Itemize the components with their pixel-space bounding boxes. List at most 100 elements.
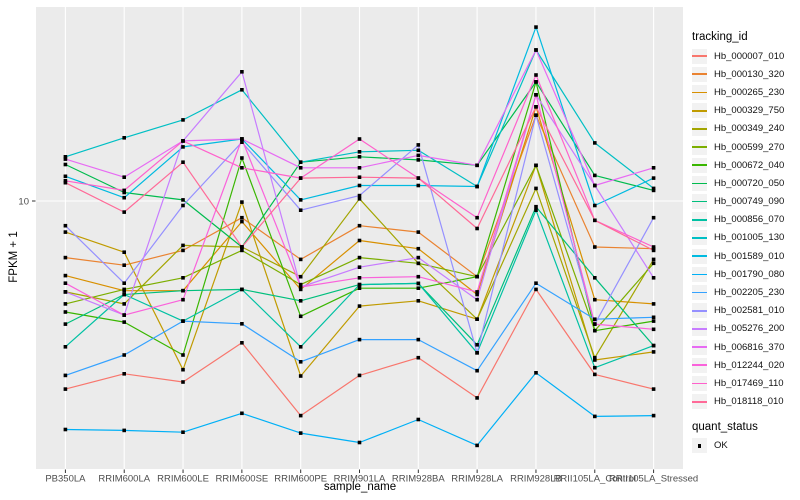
data-point <box>593 183 597 188</box>
legend-key-swatch <box>692 321 707 337</box>
data-point <box>63 322 68 326</box>
data-point <box>240 70 244 74</box>
data-point <box>416 299 421 303</box>
data-point <box>651 248 656 253</box>
data-point <box>534 93 538 97</box>
data-point <box>651 176 656 180</box>
data-point <box>122 428 126 433</box>
data-point <box>357 193 362 198</box>
data-point <box>298 431 303 435</box>
data-point <box>416 148 421 153</box>
legend-line-icon <box>692 328 707 330</box>
legend-line-icon <box>692 346 707 348</box>
data-point <box>298 374 303 378</box>
data-point <box>240 341 244 345</box>
x-tick-label: RRIM600LA <box>98 474 150 485</box>
data-point <box>475 297 479 302</box>
data-point <box>475 290 479 294</box>
data-point <box>122 353 126 357</box>
data-point <box>651 413 656 418</box>
data-point <box>534 48 538 52</box>
data-point <box>416 274 421 279</box>
data-point <box>593 203 597 208</box>
legend-key-swatch <box>692 175 707 191</box>
data-point <box>357 175 362 179</box>
data-point <box>63 255 68 260</box>
data-point <box>416 281 421 286</box>
data-point <box>240 88 244 92</box>
data-point <box>122 190 126 195</box>
data-point <box>181 367 185 372</box>
data-point <box>240 166 244 170</box>
legend-line-icon <box>692 237 707 239</box>
data-point <box>416 255 421 260</box>
data-point <box>651 257 656 262</box>
data-point <box>357 286 362 290</box>
data-point <box>593 322 597 326</box>
data-point <box>181 276 185 280</box>
data-point <box>63 230 68 234</box>
legend-item-label: Hb_000720_050 <box>714 177 785 189</box>
legend-line-icon <box>692 364 707 367</box>
data-point <box>298 198 303 202</box>
data-point <box>298 208 303 212</box>
legend-key-swatch <box>692 103 707 119</box>
legend-items-tracking: Hb_000007_010 Hb_000130_320 Hb_000265_230 H… <box>692 47 798 411</box>
data-point <box>593 365 597 370</box>
data-point <box>63 290 68 294</box>
legend-key-swatch <box>692 438 707 454</box>
data-point <box>357 276 362 280</box>
data-point <box>298 274 303 279</box>
data-point <box>181 160 185 164</box>
data-point <box>122 313 126 317</box>
data-point <box>122 320 126 324</box>
data-point <box>122 250 126 254</box>
legend-item: Hb_000720_050 <box>692 174 798 192</box>
data-point <box>416 286 421 290</box>
data-point <box>298 160 303 164</box>
legend-item-quant: OK <box>692 437 798 455</box>
data-point <box>357 373 362 378</box>
data-point <box>593 355 597 360</box>
x-tick-label: RRIM600PE <box>274 474 327 485</box>
data-point <box>651 343 656 348</box>
data-point <box>651 188 656 193</box>
legend-item: Hb_018118_010 <box>692 393 798 411</box>
data-point <box>651 350 656 354</box>
legend-item-label: Hb_012244_020 <box>714 359 785 371</box>
legend-item-label: Hb_000856_070 <box>714 214 785 226</box>
data-point <box>475 368 479 373</box>
legend-line-icon <box>692 273 707 276</box>
data-point <box>416 143 421 147</box>
data-point <box>534 113 538 117</box>
data-point <box>593 297 597 302</box>
legend-key-swatch <box>692 375 707 391</box>
data-point <box>534 73 538 77</box>
data-point <box>651 245 656 249</box>
legend-line-icon <box>692 55 707 57</box>
x-tick-label: RRIM928LB <box>510 474 562 485</box>
data-point <box>416 183 421 188</box>
legend-item: Hb_012244_020 <box>692 356 798 374</box>
data-point <box>651 215 656 220</box>
data-point <box>240 200 244 204</box>
legend-item-label: Hb_006816_370 <box>714 341 785 353</box>
legend-item-label: Hb_002205_230 <box>714 287 785 299</box>
data-point <box>357 304 362 308</box>
data-point <box>357 282 362 287</box>
data-point <box>63 223 68 228</box>
data-point <box>357 150 362 154</box>
legend-panel: tracking_id Hb_000007_010 Hb_000130_320 Hb… <box>692 30 798 455</box>
legend-item-label: Hb_000130_320 <box>714 68 785 80</box>
data-point <box>534 105 538 109</box>
data-point <box>63 345 68 349</box>
legend-line-icon <box>692 400 707 403</box>
legend-line-icon <box>692 382 707 385</box>
data-point <box>651 327 656 332</box>
legend-line-icon <box>692 182 707 185</box>
legend-item: Hb_006816_370 <box>692 338 798 356</box>
data-point <box>593 328 597 333</box>
legend-item-label: Hb_000265_230 <box>714 86 785 98</box>
legend-title-quant-status: quant_status <box>692 420 758 433</box>
